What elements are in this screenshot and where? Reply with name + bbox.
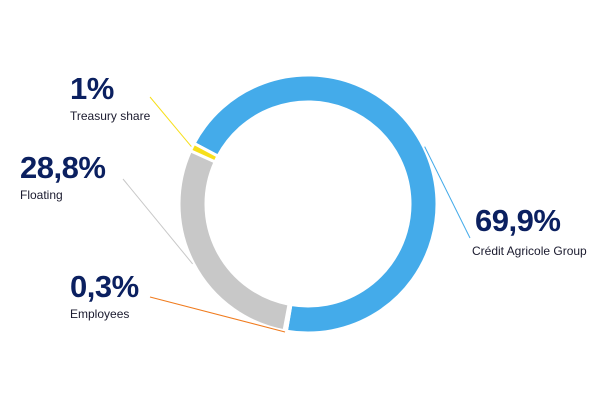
leader-line-floating [122,178,194,265]
category-label-credit-agricole-group: Crédit Agricole Group [472,244,587,258]
category-label-floating: Floating [20,188,63,202]
leader-line-treasury-share [149,96,192,147]
value-label-credit-agricole-group: 69,9% [475,203,561,238]
value-label-floating: 28,8% [20,150,106,185]
value-label-employees: 0,3% [70,269,139,304]
category-label-treasury-share: Treasury share [70,109,151,123]
category-label-employees: Employees [70,307,130,321]
value-label-treasury-share: 1% [70,71,114,106]
leader-line-credit-agricole-group [424,146,471,239]
donut-slice-floating [177,148,291,333]
leader-line-employees [149,296,286,333]
donut-slice-credit-agricole-group [192,73,439,335]
donut-slice-treasury-share [188,141,220,164]
